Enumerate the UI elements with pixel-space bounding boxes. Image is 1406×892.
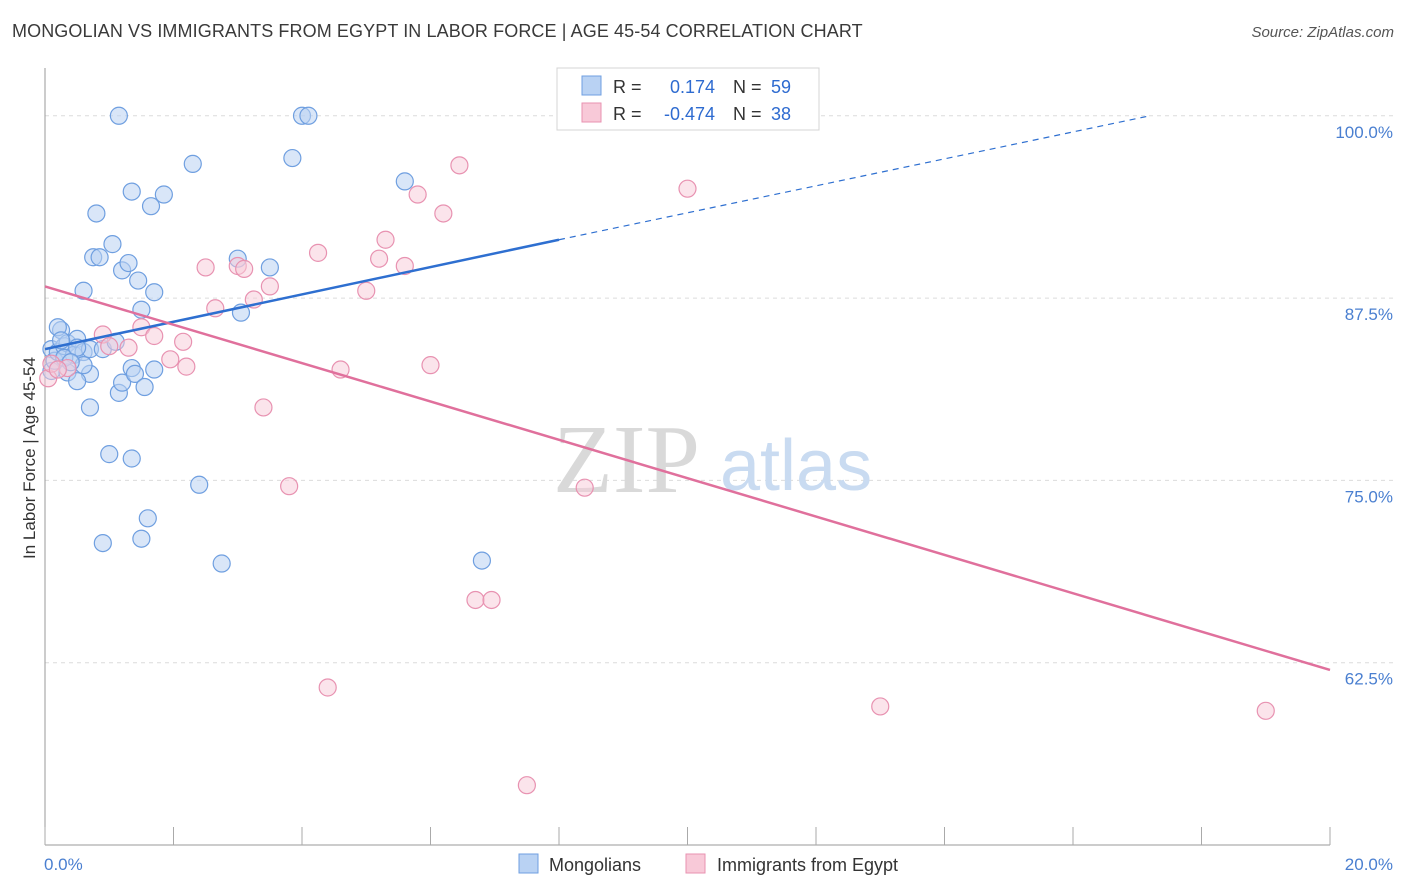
mongolians-point-42 xyxy=(190,475,209,494)
chart-source: Source: ZipAtlas.com xyxy=(1251,24,1394,41)
legend-label-mongolians: Mongolians xyxy=(549,855,641,875)
mongolians-point-32 xyxy=(129,271,148,290)
stats-n-value-1: 59 xyxy=(771,77,791,97)
stats-r-label-2: R = xyxy=(613,104,642,124)
stats-swatch-egypt xyxy=(581,102,602,123)
bottom-legend: Mongolians Immigrants from Egypt xyxy=(518,853,898,875)
mongolians-point-41 xyxy=(183,154,202,173)
watermark: ZIP atlas xyxy=(553,406,872,514)
mongolians-point-43 xyxy=(212,554,231,573)
mongolians-point-13 xyxy=(68,372,87,391)
mongolians-point-27 xyxy=(119,253,138,273)
mongolians-point-28 xyxy=(122,182,141,201)
egypt-point-29 xyxy=(450,156,469,175)
egypt-point-5 xyxy=(119,338,138,357)
egypt-point-7 xyxy=(145,326,164,346)
mongolians-point-47 xyxy=(283,148,302,168)
egypt-point-20 xyxy=(318,678,337,697)
mongolians-point-17 xyxy=(87,204,106,223)
egypt-point-31 xyxy=(482,590,501,610)
mongolians-trend-line xyxy=(44,238,560,351)
stats-n-label-2: N = xyxy=(733,104,762,124)
legend-label-egypt: Immigrants from Egypt xyxy=(717,855,898,875)
x-tick-label-0: 0.0% xyxy=(44,855,83,874)
egypt-point-28 xyxy=(434,204,453,223)
stats-n-value-2: 38 xyxy=(771,104,791,124)
egypt-point-25 xyxy=(395,256,414,276)
y-tick-labels: 62.5% 75.0% 87.5% 100.0% xyxy=(1335,123,1393,689)
mongolians-point-21 xyxy=(100,445,119,464)
egypt-point-26 xyxy=(408,185,427,204)
mongolians-point-39 xyxy=(145,360,164,379)
egypt-point-32 xyxy=(517,776,536,795)
egypt-point-23 xyxy=(370,249,389,268)
stats-r-value-2: -0.474 xyxy=(664,104,715,124)
mongolians-point-31 xyxy=(125,364,145,384)
mongolians-point-22 xyxy=(103,235,122,254)
mongolians-point-40 xyxy=(154,185,173,204)
egypt-point-19 xyxy=(308,243,328,262)
mongolians-point-36 xyxy=(138,509,157,528)
y-axis-label: In Labor Force | Age 45-54 xyxy=(20,357,39,559)
egypt-point-27 xyxy=(421,356,440,375)
stats-r-label-1: R = xyxy=(613,77,642,97)
egypt-point-16 xyxy=(254,398,273,417)
chart-title: MONGOLIAN VS IMMIGRANTS FROM EGYPT IN LA… xyxy=(12,21,863,41)
egypt-point-10 xyxy=(177,357,196,376)
mongolians-point-15 xyxy=(80,398,100,417)
stats-n-label-1: N = xyxy=(733,77,762,97)
mongolians-trend-extension xyxy=(558,115,1151,241)
mongolians-point-51 xyxy=(472,551,491,570)
egypt-point-35 xyxy=(871,697,890,716)
axes xyxy=(44,68,1331,846)
grid-lines xyxy=(45,115,1393,664)
y-tick-label-2: 87.5% xyxy=(1345,305,1393,324)
egypt-point-9 xyxy=(174,332,193,351)
egypt-point-4 xyxy=(100,337,119,356)
mongolians-point-30 xyxy=(122,449,141,468)
egypt-point-33 xyxy=(575,478,594,497)
x-tick-labels: 0.0% 20.0% xyxy=(44,855,1393,874)
egypt-point-11 xyxy=(196,258,215,277)
mongolians-point-38 xyxy=(145,283,164,302)
trend-lines xyxy=(44,115,1331,672)
y-tick-label-0: 62.5% xyxy=(1345,670,1393,689)
mongolians-point-52 xyxy=(109,106,128,125)
egypt-point-22 xyxy=(357,281,376,300)
mongolians-point-49 xyxy=(299,106,318,125)
egypt-trend-line xyxy=(44,285,1331,672)
legend-swatch-mongolians xyxy=(518,853,539,874)
egypt-point-24 xyxy=(376,230,395,249)
mongolians-point-18 xyxy=(90,248,109,267)
watermark-atlas: atlas xyxy=(720,426,872,506)
mongolians-point-50 xyxy=(395,172,414,191)
mongolians-point-37 xyxy=(141,197,161,216)
x-tick-label-1: 20.0% xyxy=(1345,855,1393,874)
mongolians-point-25 xyxy=(112,373,132,392)
y-tick-label-3: 100.0% xyxy=(1335,123,1393,142)
egypt-point-17 xyxy=(260,277,279,296)
egypt-point-37 xyxy=(48,360,67,379)
mongolians-point-46 xyxy=(260,258,279,277)
y-tick-label-1: 75.0% xyxy=(1345,487,1393,506)
egypt-point-34 xyxy=(678,179,697,198)
mongolians-point-35 xyxy=(135,377,154,397)
stats-swatch-mongolians xyxy=(581,75,602,96)
egypt-point-36 xyxy=(1256,701,1275,720)
egypt-point-8 xyxy=(161,350,180,369)
mongolians-point-14 xyxy=(74,281,93,300)
egypt-point-14 xyxy=(235,259,254,278)
egypt-point-18 xyxy=(280,477,299,496)
legend-swatch-egypt xyxy=(685,853,706,874)
mongolians-point-33 xyxy=(132,529,151,548)
stats-r-value-1: 0.174 xyxy=(670,77,715,97)
stats-box: R = 0.174 N = 59 R = -0.474 N = 38 xyxy=(556,67,820,131)
mongolians-point-19 xyxy=(93,533,112,553)
egypt-point-30 xyxy=(466,590,485,610)
